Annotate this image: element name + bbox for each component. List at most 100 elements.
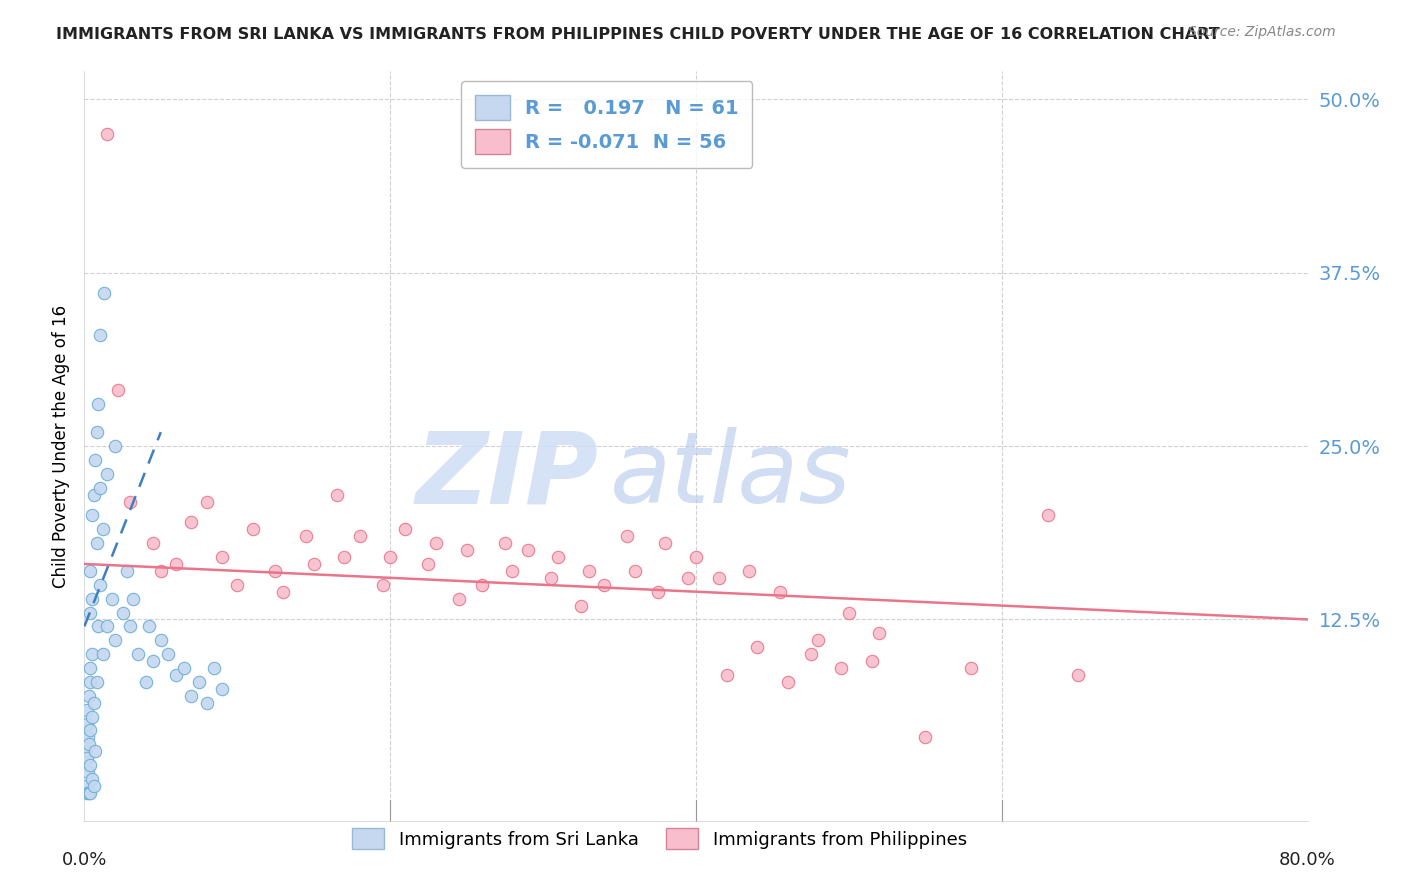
Point bbox=[80, 709, 103, 723]
Point bbox=[138, 619, 160, 633]
Point bbox=[142, 654, 165, 668]
Text: 80.0%: 80.0% bbox=[1279, 851, 1336, 869]
Text: IMMIGRANTS FROM SRI LANKA VS IMMIGRANTS FROM PHILIPPINES CHILD POVERTY UNDER THE: IMMIGRANTS FROM SRI LANKA VS IMMIGRANTS … bbox=[56, 27, 1220, 42]
Point bbox=[83, 779, 105, 793]
Point bbox=[800, 647, 823, 661]
Point bbox=[547, 549, 569, 564]
Point bbox=[211, 549, 233, 564]
Point bbox=[77, 737, 100, 751]
Point bbox=[76, 703, 98, 717]
Point bbox=[654, 536, 676, 550]
Point bbox=[86, 674, 108, 689]
Point bbox=[425, 536, 447, 550]
Point bbox=[707, 571, 730, 585]
Point bbox=[1036, 508, 1059, 523]
Point bbox=[471, 578, 494, 592]
Point bbox=[747, 640, 769, 655]
Point bbox=[96, 619, 118, 633]
Point bbox=[180, 516, 202, 530]
Point bbox=[447, 591, 470, 606]
Point bbox=[96, 467, 118, 481]
Point bbox=[195, 494, 218, 508]
Point bbox=[1067, 668, 1090, 682]
Point bbox=[149, 564, 172, 578]
Point bbox=[211, 681, 233, 696]
Point bbox=[77, 689, 100, 703]
Point bbox=[80, 508, 103, 523]
Point bbox=[226, 578, 249, 592]
Point bbox=[685, 549, 707, 564]
Point bbox=[716, 668, 738, 682]
Point bbox=[647, 584, 669, 599]
Point bbox=[860, 654, 883, 668]
Point bbox=[380, 549, 402, 564]
Point bbox=[333, 549, 356, 564]
Point bbox=[87, 619, 110, 633]
Point bbox=[75, 744, 97, 758]
Point bbox=[295, 529, 318, 543]
Point bbox=[79, 758, 101, 772]
Point bbox=[165, 557, 187, 571]
Point bbox=[79, 723, 101, 738]
Point bbox=[502, 564, 524, 578]
Point bbox=[107, 384, 129, 398]
Point bbox=[79, 606, 101, 620]
Point bbox=[122, 591, 145, 606]
Point bbox=[271, 584, 294, 599]
Point bbox=[456, 543, 478, 558]
Point bbox=[157, 647, 180, 661]
Point bbox=[96, 127, 118, 141]
Point bbox=[516, 543, 538, 558]
Point bbox=[624, 564, 647, 578]
Point bbox=[616, 529, 638, 543]
Point bbox=[115, 564, 138, 578]
Point bbox=[494, 536, 516, 550]
Point bbox=[540, 571, 562, 585]
Point bbox=[394, 522, 416, 536]
Point bbox=[89, 328, 111, 343]
Point bbox=[142, 536, 165, 550]
Point bbox=[180, 689, 202, 703]
Point bbox=[76, 716, 98, 731]
Point bbox=[86, 425, 108, 439]
Point bbox=[188, 674, 211, 689]
Y-axis label: Child Poverty Under the Age of 16: Child Poverty Under the Age of 16 bbox=[52, 304, 70, 588]
Point bbox=[111, 606, 134, 620]
Point bbox=[91, 522, 114, 536]
Point bbox=[76, 751, 98, 765]
Point bbox=[120, 619, 142, 633]
Point bbox=[83, 696, 105, 710]
Point bbox=[91, 647, 114, 661]
Point bbox=[165, 668, 187, 682]
Point bbox=[371, 578, 394, 592]
Point bbox=[104, 439, 127, 453]
Point bbox=[135, 674, 157, 689]
Point bbox=[80, 772, 103, 786]
Point bbox=[418, 557, 440, 571]
Point bbox=[86, 536, 108, 550]
Point bbox=[776, 674, 799, 689]
Point bbox=[807, 633, 830, 648]
Point bbox=[678, 571, 700, 585]
Point bbox=[84, 744, 107, 758]
Point bbox=[84, 453, 107, 467]
Point bbox=[960, 661, 983, 675]
Point bbox=[101, 591, 124, 606]
Point bbox=[738, 564, 761, 578]
Point bbox=[87, 397, 110, 411]
Point bbox=[127, 647, 149, 661]
Point bbox=[79, 674, 101, 689]
Point bbox=[325, 487, 347, 501]
Point bbox=[77, 765, 100, 780]
Text: atlas: atlas bbox=[610, 427, 852, 524]
Text: Source: ZipAtlas.com: Source: ZipAtlas.com bbox=[1188, 25, 1336, 39]
Point bbox=[79, 564, 101, 578]
Point bbox=[120, 494, 142, 508]
Point bbox=[195, 696, 218, 710]
Point bbox=[77, 786, 100, 800]
Point bbox=[149, 633, 172, 648]
Point bbox=[349, 529, 371, 543]
Point bbox=[104, 633, 127, 648]
Point bbox=[79, 661, 101, 675]
Text: ZIP: ZIP bbox=[415, 427, 598, 524]
